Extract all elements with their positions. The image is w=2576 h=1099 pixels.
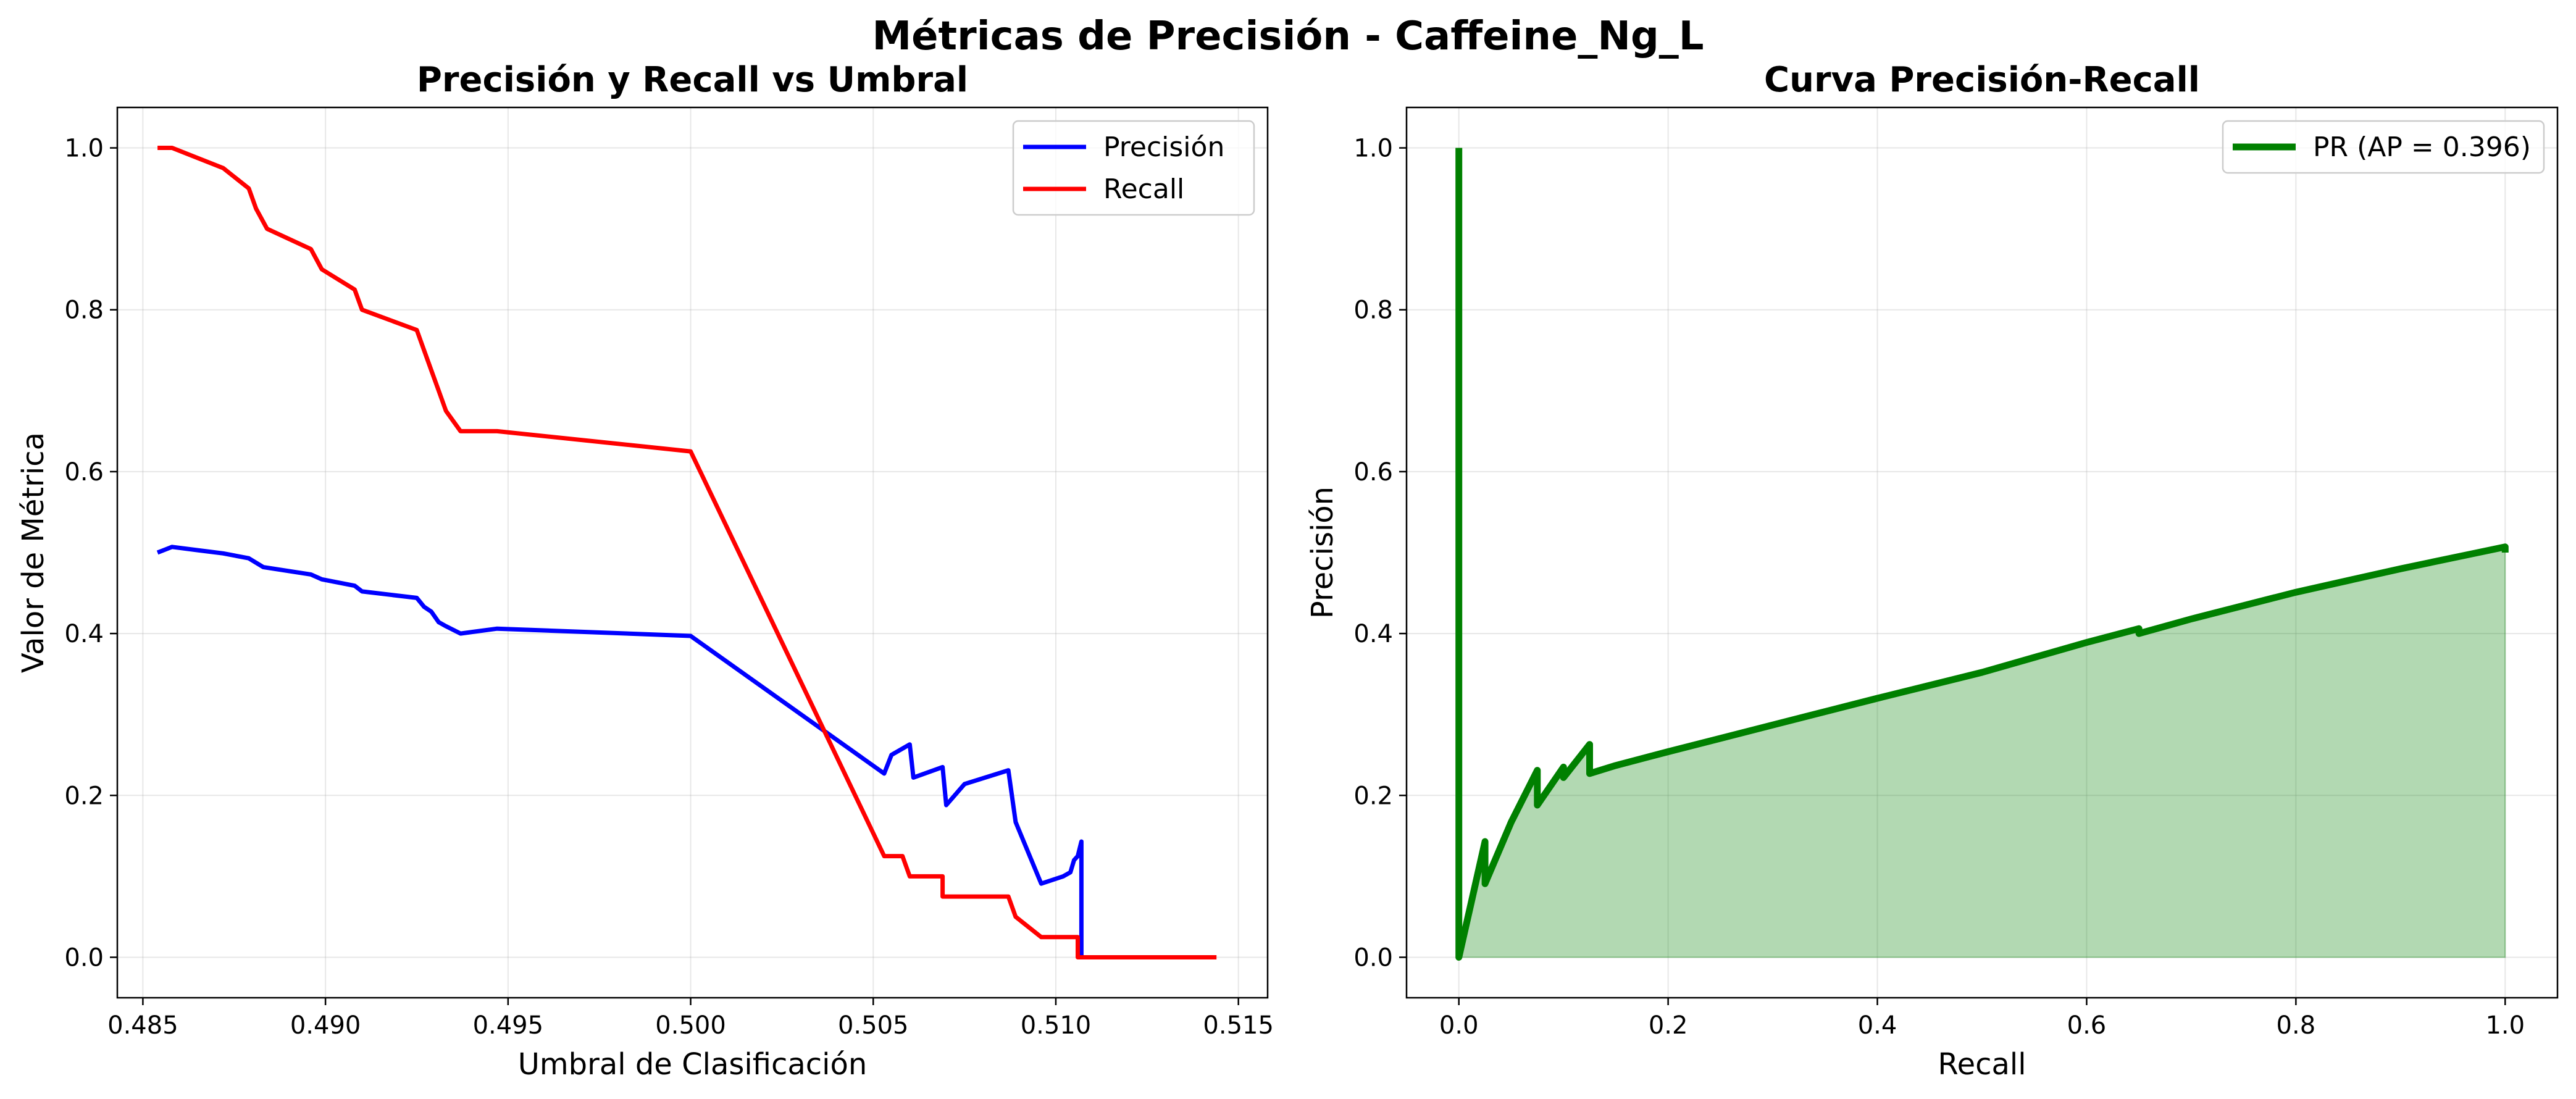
pr-curve-chart-x-tick-label: 1.0: [2485, 1011, 2525, 1040]
pr-curve-chart-x-axis-label: Recall: [1938, 1047, 2026, 1082]
pr-curve-chart-y-tick-label: 0.0: [1353, 943, 1393, 972]
threshold-chart-legend-label: Precisión: [1103, 132, 1224, 163]
threshold-chart-frame: [116, 106, 1269, 999]
pr-curve-chart-lines: [1455, 148, 2509, 961]
threshold-chart-x-tick-label: 0.510: [1021, 1011, 1092, 1040]
pr-curve-chart-x-tick-label: 0.2: [1649, 1011, 1688, 1040]
pr-curve-chart-x-tick-label: 0.6: [2067, 1011, 2107, 1040]
threshold-chart-series-line: [157, 146, 1217, 959]
threshold-chart-y-tick-label: 0.2: [64, 782, 104, 810]
threshold-chart-grid: [117, 107, 1268, 998]
threshold-chart-y-tick-label: 0.8: [64, 296, 104, 325]
pr-curve-chart-y-tick-label: 0.6: [1353, 458, 1393, 487]
pr-curve-chart-legend: PR (AP = 0.396): [2222, 120, 2545, 174]
threshold-chart-x-ticks: 0.485 0.490 0.495 0.500 0.505 0.510 0.515: [107, 998, 1274, 1040]
threshold-chart-x-tick-label: 0.505: [838, 1011, 909, 1040]
pr-curve-chart-frame: [1405, 106, 2559, 999]
threshold-chart-x-tick-label: 0.485: [107, 1011, 178, 1040]
pr-curve-chart-series-line: [1455, 148, 2509, 961]
threshold-chart-series-line: [156, 545, 1084, 958]
threshold-chart-y-tick-label: 0.4: [64, 620, 104, 648]
pr-curve-chart-y-tick-label: 0.2: [1353, 782, 1393, 810]
threshold-chart-y-tick-label: 0.0: [64, 943, 104, 972]
threshold-chart-title: Precisión y Recall vs Umbral: [417, 60, 968, 100]
threshold-chart-legend: Precisión Recall: [1012, 120, 1255, 216]
pr-curve-chart-y-tick-label: 0.8: [1353, 296, 1393, 325]
pr-curve-chart-legend-label: PR (AP = 0.396): [2313, 132, 2531, 163]
threshold-chart-y-ticks: 0.0 0.2 0.4 0.6 0.8 1.0: [64, 135, 117, 972]
threshold-chart-x-tick-label: 0.515: [1203, 1011, 1274, 1040]
pr-curve-chart-y-ticks: 0.0 0.2 0.4 0.6 0.8 1.0: [1353, 135, 1407, 972]
pr-curve-chart-y-tick-label: 0.4: [1353, 620, 1393, 648]
pr-curve-chart-x-tick-label: 0.4: [1858, 1011, 1897, 1040]
threshold-chart-x-axis-label: Umbral de Clasificación: [518, 1047, 868, 1082]
threshold-chart-lines: [156, 146, 1217, 959]
threshold-chart-legend-box: [1012, 120, 1255, 216]
threshold-chart: 0.485 0.490 0.495 0.500 0.505 0.510 0.515 0.00…: [16, 60, 1274, 1082]
pr-curve-chart-x-tick-label: 0.0: [1439, 1011, 1479, 1040]
pr-curve-chart-x-ticks: 0.0 0.2 0.4 0.6 0.8 1.0: [1439, 998, 2525, 1040]
threshold-chart-y-tick-label: 1.0: [64, 135, 104, 163]
pr-curve-chart-x-tick-label: 0.8: [2277, 1011, 2316, 1040]
pr-curve-chart-y-tick-label: 1.0: [1353, 135, 1393, 163]
threshold-chart-legend-label: Recall: [1103, 173, 1184, 205]
threshold-chart-y-axis-label: Valor de Métrica: [16, 432, 51, 673]
pr-curve-chart-legend-box: [2222, 120, 2545, 174]
pr-curve-chart-title: Curva Precisión-Recall: [1764, 60, 2200, 100]
threshold-chart-x-tick-label: 0.500: [655, 1011, 726, 1040]
pr-curve-chart-y-axis-label: Precisión: [1305, 487, 1340, 619]
pr-curve-chart: 0.0 0.2 0.4 0.6 0.8 1.0 0.0 0.2 0.4 0.6 0.8 1.0 Cu…: [1305, 60, 2559, 1082]
threshold-chart-x-tick-label: 0.495: [473, 1011, 544, 1040]
figure-suptitle: Métricas de Precisión - Caffeine_Ng_L: [872, 14, 1704, 59]
threshold-chart-y-tick-label: 0.6: [64, 458, 104, 487]
threshold-chart-x-tick-label: 0.490: [290, 1011, 361, 1040]
